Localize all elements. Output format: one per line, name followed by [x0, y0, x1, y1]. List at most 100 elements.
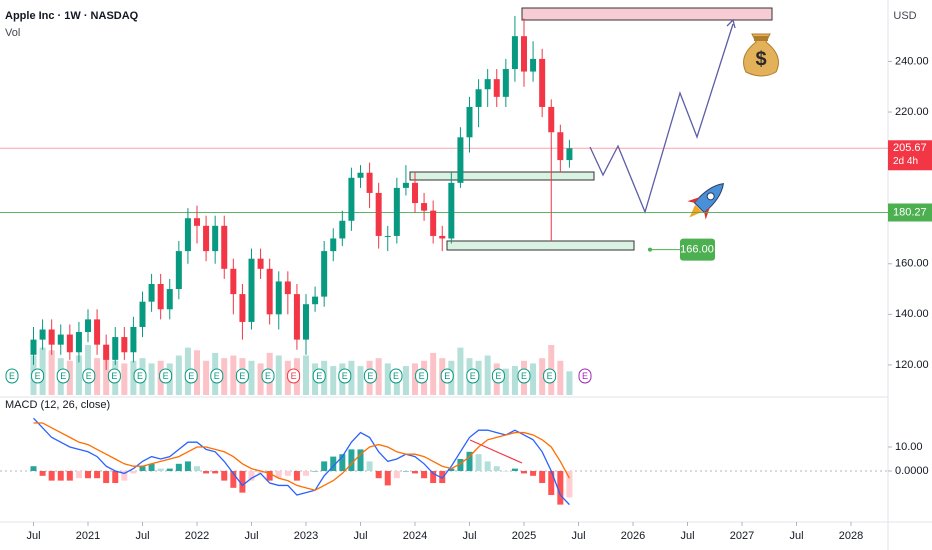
candle-body — [430, 210, 437, 236]
candle-body — [275, 281, 282, 315]
resistance-zone — [521, 7, 773, 21]
histogram-bar — [475, 454, 482, 472]
candle-body — [148, 283, 155, 302]
volume-bar — [248, 360, 255, 395]
earnings-marker — [415, 368, 429, 384]
x-tick-label: Jul — [26, 530, 40, 542]
earnings-label: E — [111, 371, 117, 381]
x-tick-label: Jul — [680, 530, 694, 542]
candle-body — [493, 79, 500, 97]
histogram-bar — [121, 471, 128, 481]
candle-body — [448, 182, 455, 239]
candle-body — [221, 225, 228, 269]
earnings-label: E — [521, 371, 527, 381]
target-tag-label: 166.00 — [680, 243, 714, 255]
candle-body — [203, 225, 210, 252]
earnings-marker — [543, 368, 557, 384]
x-tick-label: 2026 — [621, 530, 645, 542]
histogram-bar — [384, 471, 391, 486]
earnings-label: E — [393, 371, 399, 381]
candle-body — [466, 106, 473, 138]
x-tick-label: Jul — [244, 530, 258, 542]
y-tick-label: 160.00 — [895, 258, 929, 270]
histogram-bar — [230, 471, 237, 488]
histogram-bar — [493, 466, 500, 472]
earnings-label: E — [367, 371, 373, 381]
volume-bar — [275, 355, 282, 395]
earnings-label: E — [495, 371, 501, 381]
y-tick-label: 240.00 — [895, 55, 929, 67]
earnings-label: E — [86, 371, 92, 381]
candle-body — [212, 225, 219, 252]
histogram-bar — [94, 471, 101, 479]
volume-bar — [375, 358, 382, 395]
histogram-bar — [402, 471, 409, 472]
x-tick-label: Jul — [462, 530, 476, 542]
candle-body — [539, 58, 546, 107]
histogram-bar — [75, 471, 82, 479]
earnings-marker — [287, 368, 301, 384]
histogram-bar — [139, 466, 146, 472]
candle-body — [194, 218, 200, 226]
macd-line — [33, 417, 570, 506]
x-tick-label: 2022 — [185, 530, 209, 542]
volume-bar — [557, 360, 564, 395]
candle-body — [402, 182, 409, 188]
earnings-label: E — [35, 371, 41, 381]
volume-bar — [530, 363, 537, 395]
histogram-bar — [266, 471, 273, 481]
macd-title: MACD (12, 26, close) — [5, 399, 110, 411]
projection-arrow — [726, 18, 736, 29]
earnings-marker — [261, 368, 275, 384]
earnings-label: E — [163, 371, 169, 381]
histogram-bar — [466, 451, 473, 472]
candle-body — [293, 294, 300, 340]
x-tick-label: 2027 — [730, 530, 754, 542]
volume-bar — [257, 363, 264, 395]
x-tick-label: 2023 — [294, 530, 318, 542]
candle-body — [566, 148, 573, 161]
volume-bar — [430, 352, 437, 395]
earnings-label: E — [342, 371, 348, 381]
earnings-marker — [389, 368, 403, 384]
candle-body — [248, 258, 255, 322]
earnings-label: E — [9, 371, 15, 381]
earnings-marker — [578, 368, 592, 384]
candle-body — [475, 89, 482, 107]
histogram-bar — [221, 471, 228, 481]
x-tick-label: Jul — [353, 530, 367, 542]
money-bag-icon: $ — [743, 33, 779, 77]
candle-body — [257, 258, 264, 269]
x-tick-label: Jul — [789, 530, 803, 542]
candle-body — [39, 329, 46, 340]
candle-body — [303, 304, 309, 340]
histogram-bar — [339, 454, 346, 472]
earnings-marker — [31, 368, 45, 384]
y-tick-label: 120.00 — [895, 359, 929, 371]
volume-bar — [221, 358, 228, 395]
histogram-bar — [502, 471, 509, 472]
histogram-bar — [521, 471, 527, 474]
histogram-bar — [203, 471, 210, 474]
earnings-marker — [5, 368, 19, 384]
price-tag-note: 2d 4h — [893, 156, 918, 167]
x-tick-label: 2028 — [839, 530, 863, 542]
earnings-label: E — [214, 371, 220, 381]
histogram-bar — [393, 471, 400, 479]
earnings-label: E — [547, 371, 553, 381]
earnings-label: E — [444, 371, 450, 381]
histogram-bar — [457, 459, 464, 472]
histogram-bar — [539, 471, 546, 484]
histogram-bar — [166, 468, 173, 472]
volume-bar — [175, 355, 182, 395]
earnings-label: E — [470, 371, 476, 381]
histogram-bar — [48, 471, 55, 481]
candle-body — [484, 79, 491, 90]
histogram-bar — [184, 461, 191, 472]
target-dot — [648, 247, 652, 252]
candle-body — [94, 319, 101, 345]
earnings-label: E — [316, 371, 322, 381]
price-tag-value: 205.67 — [893, 142, 927, 154]
volume-bar — [566, 371, 573, 395]
